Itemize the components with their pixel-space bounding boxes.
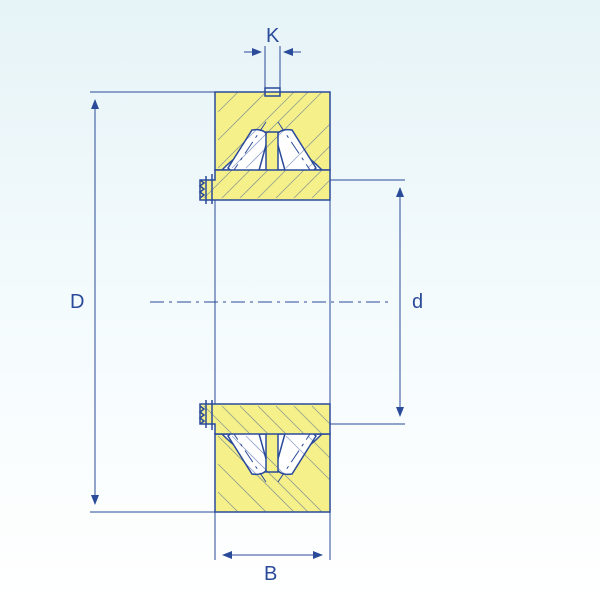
- label-K: K: [266, 25, 280, 47]
- label-B: B: [264, 563, 277, 585]
- bearing-diagram: { "diagram": { "type": "engineering-cros…: [0, 0, 600, 600]
- dim-D: D: [70, 92, 215, 512]
- label-d: d: [412, 291, 423, 313]
- bottom-section: [200, 400, 330, 512]
- dim-B: B: [215, 512, 330, 585]
- dim-K: K: [244, 25, 301, 88]
- bearing-svg: D d B K: [0, 0, 600, 600]
- top-section: [200, 88, 330, 204]
- label-D: D: [70, 291, 84, 313]
